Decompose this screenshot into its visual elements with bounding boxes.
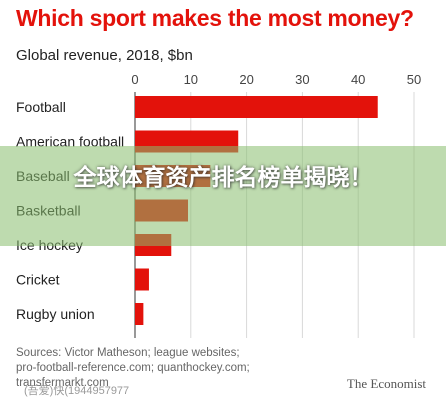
- tick-label: 50: [407, 72, 421, 87]
- chart-title: Which sport makes the most money?: [16, 5, 414, 31]
- category-label: Cricket: [16, 272, 60, 288]
- bar: [135, 303, 144, 325]
- category-label: American football: [16, 134, 124, 150]
- bar: [135, 268, 149, 291]
- source-line: Sources: Victor Matheson; league website…: [16, 347, 240, 359]
- source-line: transfermarkt.com: [16, 377, 109, 389]
- overlay-caption: 全球体育资产排名榜单揭晓！: [73, 164, 373, 190]
- category-label: Football: [16, 99, 66, 115]
- tick-label: 0: [131, 72, 138, 87]
- chart-sources: Sources: Victor Matheson; league website…: [16, 346, 286, 391]
- category-label: Rugby union: [16, 306, 95, 322]
- tick-label: 30: [295, 72, 309, 87]
- bar: [135, 96, 378, 118]
- overlay-banner: [0, 146, 446, 246]
- tick-label: 20: [239, 72, 253, 87]
- tick-label: 40: [351, 72, 365, 87]
- chart-subtitle: Global revenue, 2018, $bn: [16, 47, 193, 64]
- watermark-text: (吾爱)快(1944957977: [24, 385, 130, 397]
- tick-label: 10: [184, 72, 198, 87]
- source-line: pro-football-reference.com; quanthockey.…: [16, 362, 250, 374]
- publisher-brand: The Economist: [346, 376, 426, 391]
